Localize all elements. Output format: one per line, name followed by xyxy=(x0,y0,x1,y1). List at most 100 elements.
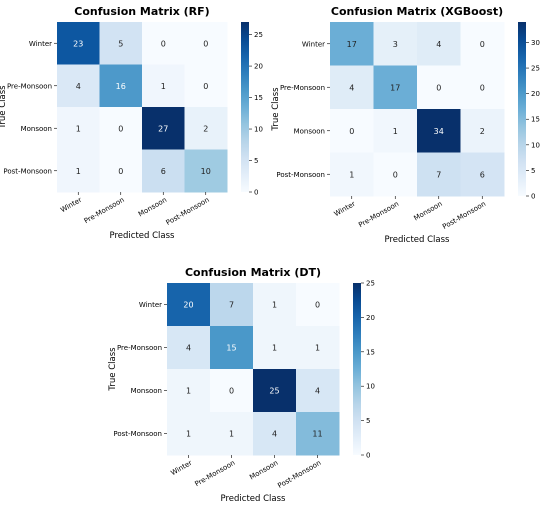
heatmap-cell xyxy=(460,65,505,110)
y-tick-label: Winter xyxy=(139,301,162,309)
heatmap-cell xyxy=(99,22,143,65)
cell-value-label: 0 xyxy=(203,39,208,48)
heatmap-cell xyxy=(417,22,461,66)
y-axis-label: True Class xyxy=(0,85,8,130)
y-tick-label: Pre-Monsoon xyxy=(280,84,325,92)
cell-value-label: 1 xyxy=(315,344,320,353)
cell-value-label: 1 xyxy=(161,82,166,91)
cell-value-label: 1 xyxy=(272,344,277,353)
cell-value-label: 7 xyxy=(229,301,234,310)
colorbar-tick-label: 25 xyxy=(366,280,375,288)
chart-title: Confusion Matrix (XGBoost) xyxy=(331,5,503,18)
heatmap-cell xyxy=(184,64,228,108)
heatmap-cell xyxy=(99,149,143,193)
cell-value-label: 1 xyxy=(76,167,81,176)
cell-value-label: 3 xyxy=(393,40,398,49)
colorbar-tick-label: 25 xyxy=(254,31,263,39)
cell-value-label: 4 xyxy=(349,83,354,92)
colorbar-tick-label: 5 xyxy=(254,157,258,165)
cell-value-label: 11 xyxy=(312,430,322,439)
heatmap-cell xyxy=(210,412,254,456)
heatmap-cell xyxy=(210,326,254,370)
heatmap-cell xyxy=(99,64,143,108)
x-tick-label: Pre-Monsoon xyxy=(357,200,400,229)
y-tick-label: Winter xyxy=(302,40,325,48)
heatmap-cell xyxy=(330,152,374,197)
cell-value-label: 0 xyxy=(229,387,234,396)
heatmap-cell xyxy=(296,283,340,327)
colorbar-tick-label: 25 xyxy=(531,65,540,73)
cell-value-label: 17 xyxy=(347,40,357,49)
heatmap-cell xyxy=(210,283,254,327)
cell-value-label: 0 xyxy=(393,170,398,179)
cell-value-label: 1 xyxy=(272,301,277,310)
cell-value-label: 6 xyxy=(480,170,485,179)
heatmap-cell xyxy=(184,149,228,193)
cell-value-label: 0 xyxy=(161,39,166,48)
cell-value-label: 1 xyxy=(76,124,81,133)
y-tick-label: Monsoon xyxy=(21,125,52,133)
colorbar-tick-label: 5 xyxy=(531,167,535,175)
cell-value-label: 4 xyxy=(272,430,277,439)
chart-title: Confusion Matrix (DT) xyxy=(185,266,321,279)
y-tick-label: Post-Monsoon xyxy=(113,430,162,438)
x-tick-label: Winter xyxy=(333,200,357,219)
heatmap-cell xyxy=(142,64,185,108)
colorbar-tick-label: 0 xyxy=(531,193,535,201)
cell-value-label: 23 xyxy=(73,39,83,48)
heatmap-cell xyxy=(57,149,100,193)
chart-title: Confusion Matrix (RF) xyxy=(74,5,209,18)
heatmap-cell xyxy=(167,412,211,456)
cell-value-label: 7 xyxy=(436,170,441,179)
x-axis-label: Predicted Class xyxy=(385,235,451,245)
y-tick-label: Pre-Monsoon xyxy=(7,82,52,90)
heatmap-cell xyxy=(184,107,228,150)
cell-value-label: 0 xyxy=(315,301,320,310)
heatmap-cell xyxy=(253,412,297,456)
colorbar-tick-label: 0 xyxy=(254,189,258,197)
cell-value-label: 0 xyxy=(480,40,485,49)
heatmap-cell xyxy=(99,107,143,150)
cell-value-label: 0 xyxy=(203,82,208,91)
x-tick-label: Winter xyxy=(170,459,194,478)
heatmap-cell xyxy=(57,64,100,108)
x-tick-label: Monsoon xyxy=(137,196,168,219)
cell-value-label: 4 xyxy=(76,82,81,91)
cell-value-label: 1 xyxy=(186,430,191,439)
cell-value-label: 4 xyxy=(436,40,441,49)
x-tick-label: Monsoon xyxy=(413,200,444,223)
cell-value-label: 25 xyxy=(269,387,279,396)
cell-value-label: 1 xyxy=(186,387,191,396)
colorbar-tick-label: 0 xyxy=(366,452,370,460)
x-axis-label: Predicted Class xyxy=(221,494,287,504)
colorbar xyxy=(518,22,526,196)
y-tick-label: Post-Monsoon xyxy=(276,171,325,179)
heatmap-cell xyxy=(373,109,418,153)
heatmap-cell xyxy=(167,369,211,413)
heatmap-cell xyxy=(330,109,374,153)
cell-value-label: 0 xyxy=(118,124,123,133)
cell-value-label: 34 xyxy=(434,127,444,136)
heatmap-cell xyxy=(142,22,185,65)
heatmap-cell xyxy=(253,326,297,370)
colorbar-tick-label: 20 xyxy=(254,63,263,71)
y-axis-label: True Class xyxy=(271,87,281,132)
heatmap-cell xyxy=(296,326,340,370)
cell-value-label: 16 xyxy=(116,82,126,91)
cell-value-label: 5 xyxy=(118,39,123,48)
heatmap-cell xyxy=(184,22,228,65)
cell-value-label: 2 xyxy=(203,124,208,133)
cell-value-label: 2 xyxy=(480,127,485,136)
cell-value-label: 0 xyxy=(480,83,485,92)
y-tick-label: Monsoon xyxy=(294,127,325,135)
heatmap-cell xyxy=(373,22,418,66)
x-tick-label: Post-Monsoon xyxy=(441,200,487,231)
cell-value-label: 4 xyxy=(315,387,320,396)
heatmap-cell xyxy=(417,65,461,110)
x-tick-label: Pre-Monsoon xyxy=(193,459,236,488)
cell-value-label: 20 xyxy=(183,301,193,310)
colorbar-tick-label: 20 xyxy=(531,90,540,98)
heatmap-cell xyxy=(296,412,340,456)
heatmap-cell xyxy=(167,326,211,370)
